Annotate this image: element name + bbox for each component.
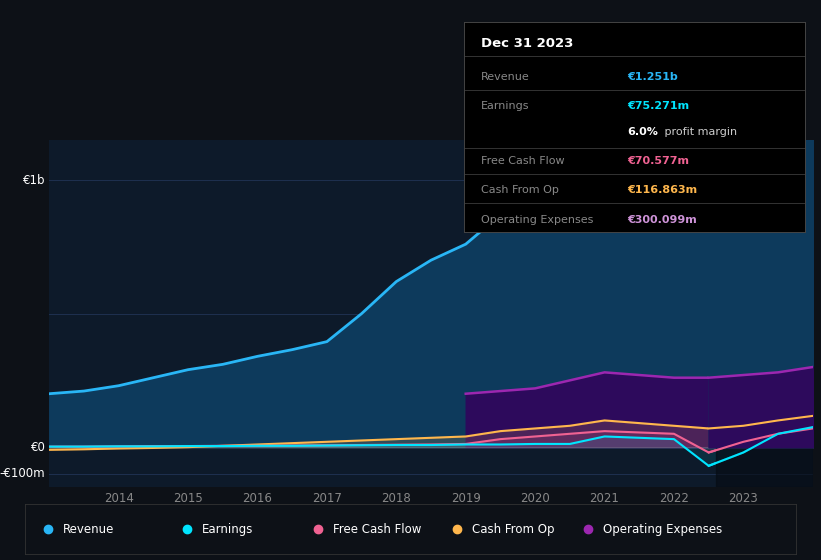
Text: €1.251b: €1.251b [627, 72, 678, 82]
Text: Earnings: Earnings [202, 522, 254, 536]
Text: Free Cash Flow: Free Cash Flow [333, 522, 422, 536]
Text: €70.577m: €70.577m [627, 156, 690, 166]
Bar [716, 113, 813, 487]
Text: Cash From Op: Cash From Op [472, 522, 555, 536]
Text: €116.863m: €116.863m [627, 185, 698, 195]
Text: €300.099m: €300.099m [627, 215, 697, 225]
Text: Revenue: Revenue [481, 72, 530, 82]
Text: Cash From Op: Cash From Op [481, 185, 559, 195]
Text: Operating Expenses: Operating Expenses [481, 215, 594, 225]
Text: €1b: €1b [23, 174, 45, 186]
Text: Free Cash Flow: Free Cash Flow [481, 156, 565, 166]
Text: Earnings: Earnings [481, 101, 530, 111]
Text: Revenue: Revenue [63, 522, 115, 536]
Text: profit margin: profit margin [662, 127, 737, 137]
Text: €0: €0 [30, 441, 45, 454]
Text: -€100m: -€100m [0, 468, 45, 480]
Text: €75.271m: €75.271m [627, 101, 690, 111]
Text: Dec 31 2023: Dec 31 2023 [481, 37, 573, 50]
Text: 6.0%: 6.0% [627, 127, 658, 137]
Text: Operating Expenses: Operating Expenses [603, 522, 722, 536]
